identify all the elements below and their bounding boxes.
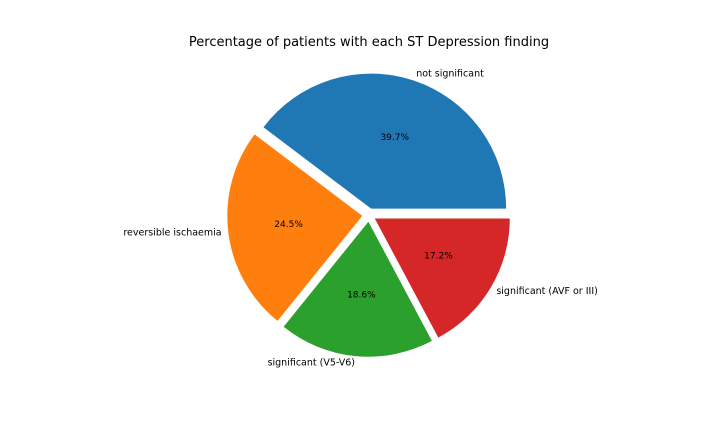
pie-slice-reversible-ischaemia [227, 134, 363, 321]
slice-percent-not-significant: 39.7% [380, 133, 409, 143]
chart-title: Percentage of patients with each ST Depr… [189, 35, 549, 50]
slice-percent-reversible-ischaemia: 24.5% [274, 220, 303, 230]
slice-label-not-significant: not significant [416, 69, 484, 80]
slice-label-reversible-ischaemia: reversible ischaemia [123, 228, 221, 239]
slice-label-significant-v5-v6: significant (V5-V6) [268, 357, 355, 368]
slice-percent-significant-v5-v6: 18.6% [347, 291, 376, 301]
pie-slices [227, 73, 510, 357]
slice-label-significant-avf-or-iii: significant (AVF or III) [496, 286, 598, 297]
pie-labels: not significant 39.7% reversible ischaemia… [123, 69, 598, 369]
pie-slice-significant-v5-v6 [283, 221, 432, 357]
pie-slice-significant-avf-or-iii [374, 218, 510, 338]
pie-slice-not-significant [263, 73, 507, 209]
slice-percent-significant-avf-or-iii: 17.2% [424, 252, 453, 262]
